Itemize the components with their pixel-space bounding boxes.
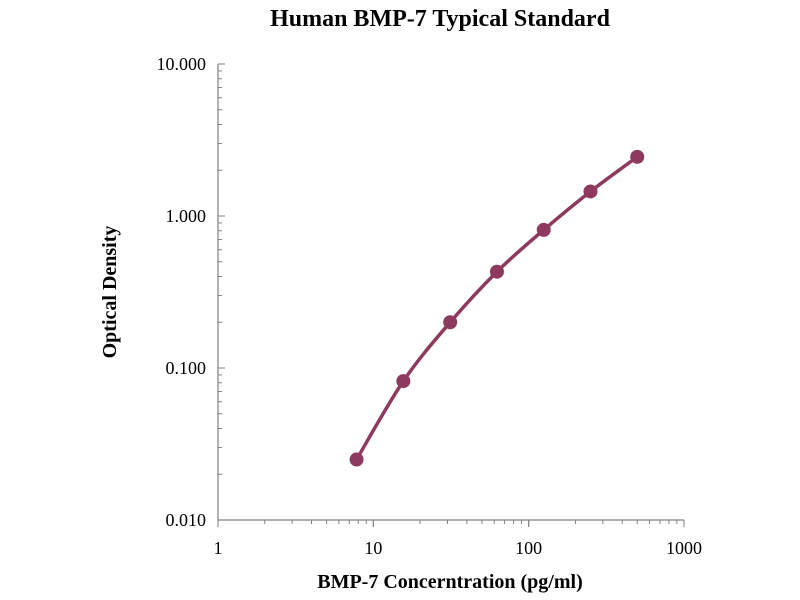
data-point (583, 184, 598, 199)
x-tick-label: 10 (364, 538, 382, 558)
x-tick-label: 1000 (666, 538, 702, 558)
data-point (536, 222, 551, 237)
x-axis-label: BMP-7 Concerntration (pg/ml) (317, 571, 583, 593)
y-tick-label: 0.100 (166, 358, 207, 378)
y-axis-label: Optical Density (99, 226, 121, 359)
chart-title: Human BMP-7 Typical Standard (270, 6, 610, 32)
ticks: 1 10 100 1000 0.010 0.100 1.000 10.000 (157, 54, 703, 558)
data-point (396, 374, 411, 389)
y-tick-label: 1.000 (166, 206, 207, 226)
data-point (349, 452, 364, 467)
y-tick-label: 0.010 (166, 510, 207, 530)
data-point (630, 149, 645, 164)
plot-area (349, 149, 645, 467)
y-tick-label: 10.000 (157, 54, 207, 74)
x-tick-label: 1 (214, 538, 223, 558)
data-point (489, 264, 504, 279)
axes (217, 64, 684, 521)
x-tick-label: 100 (515, 538, 542, 558)
data-point (443, 315, 458, 330)
fit-curve (354, 155, 639, 462)
